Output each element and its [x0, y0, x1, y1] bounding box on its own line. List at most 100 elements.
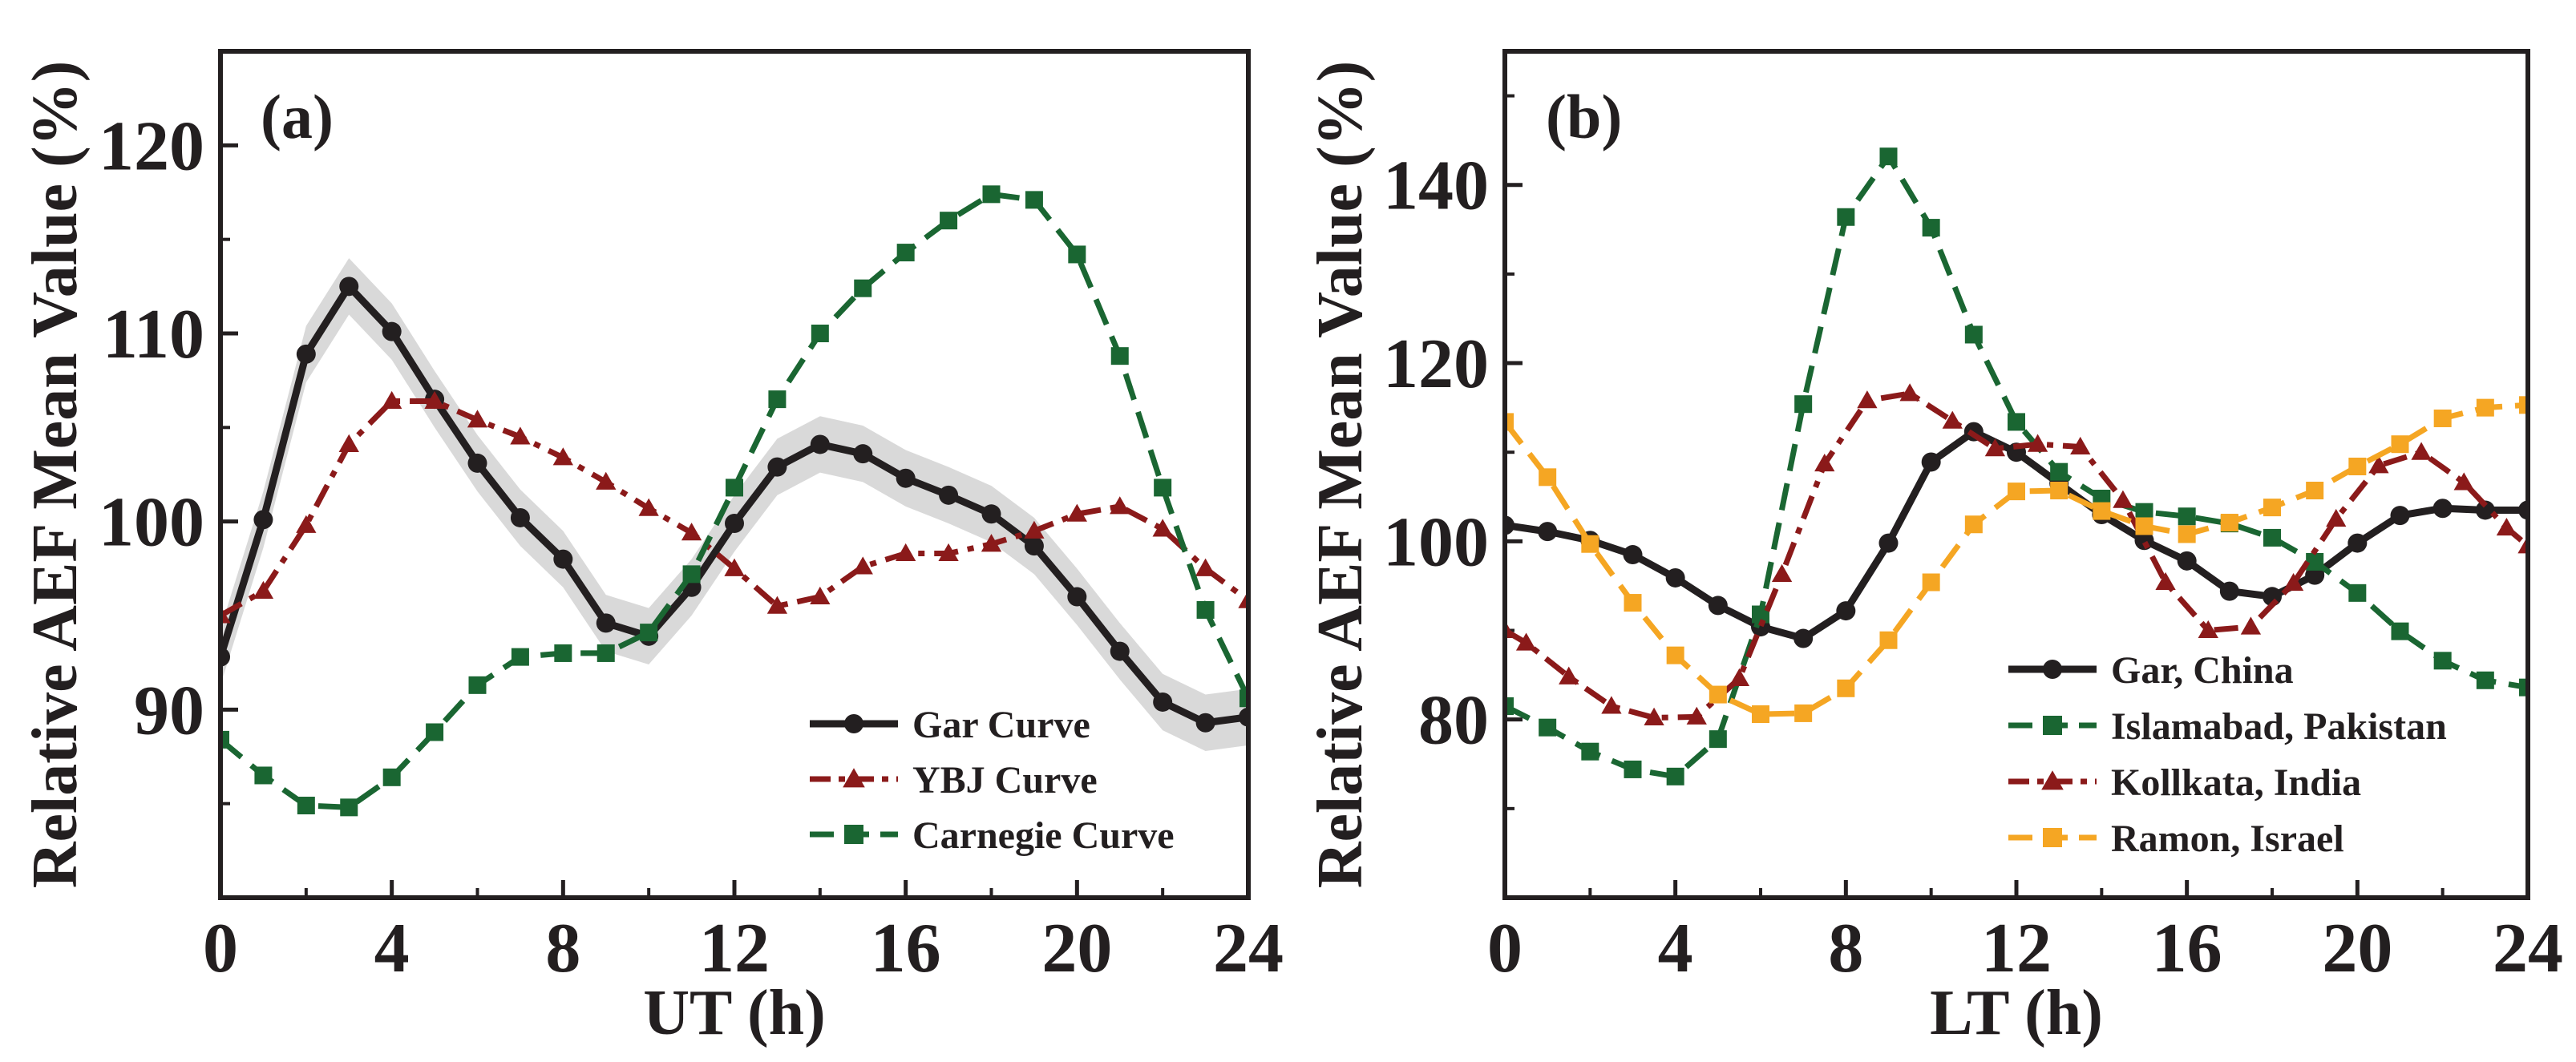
y-tick-label: 140 — [1383, 147, 1489, 225]
data-point — [467, 410, 488, 428]
x-tick-label: 4 — [1658, 910, 1693, 987]
data-point — [1771, 563, 1793, 582]
data-point — [339, 277, 359, 297]
data-point — [1195, 713, 1215, 733]
data-point — [1110, 641, 1130, 661]
data-point — [854, 279, 872, 297]
legend-label: Carnegie Curve — [912, 814, 1175, 857]
data-point — [1024, 520, 1045, 539]
data-point — [596, 613, 616, 633]
x-tick-label: 24 — [1213, 910, 1284, 987]
data-point — [2198, 620, 2218, 639]
data-point — [1984, 438, 2006, 457]
data-point — [468, 676, 487, 694]
y-tick-label: 120 — [1383, 325, 1489, 403]
data-point — [1879, 147, 1898, 166]
data-point — [1153, 692, 1173, 712]
data-point — [1110, 347, 1129, 365]
data-point — [2433, 409, 2452, 427]
data-point — [2433, 652, 2452, 670]
data-point — [596, 471, 617, 490]
data-point — [1601, 696, 1622, 714]
data-point — [1538, 522, 1558, 542]
data-point — [296, 515, 317, 533]
data-point — [382, 768, 401, 786]
data-point — [853, 444, 873, 464]
data-point — [2008, 483, 2025, 501]
data-point — [1505, 413, 1514, 431]
data-point — [682, 565, 701, 583]
data-point — [220, 605, 231, 624]
x-tick-label: 0 — [1487, 910, 1523, 987]
data-point — [725, 514, 744, 534]
data-point — [1067, 587, 1087, 607]
confidence-band — [220, 258, 1248, 751]
x-tick-label: 24 — [2493, 910, 2563, 987]
data-point — [2263, 499, 2281, 517]
data-point — [510, 426, 531, 445]
legend: Gar Curve YBJ Curve Carnegie Curve — [810, 704, 1175, 857]
data-point — [1238, 590, 1248, 608]
data-point — [938, 543, 959, 562]
plot-frame — [218, 49, 1251, 900]
data-point — [1666, 767, 1684, 785]
legend-marker — [2043, 660, 2062, 679]
data-point — [1539, 718, 1557, 737]
legend-label: Kollkata, India — [2111, 761, 2361, 804]
data-point — [1729, 668, 1750, 687]
data-point — [2519, 678, 2528, 697]
data-point — [1899, 383, 1920, 402]
data-point — [2177, 551, 2197, 571]
uncertainty-band — [220, 258, 1248, 751]
data-point — [2475, 500, 2495, 520]
y-tick-label: 100 — [99, 484, 204, 562]
x-tick-label: 20 — [1041, 910, 1112, 987]
data-point — [767, 457, 787, 477]
y-axis-title: Relative AEF Mean Value (%) — [1305, 61, 1376, 889]
legend-marker — [2041, 770, 2064, 790]
series-line — [1505, 390, 2528, 721]
data-point — [896, 244, 915, 262]
data-point — [1068, 245, 1086, 264]
x-tick-label: 4 — [374, 910, 410, 987]
data-point — [2219, 581, 2239, 601]
data-point — [1879, 631, 1898, 649]
legend-marker — [844, 714, 863, 733]
data-point — [1794, 395, 1813, 414]
x-tick-label: 20 — [2322, 910, 2392, 987]
legend-label: Ramon, Israel — [2111, 818, 2344, 860]
data-point — [1665, 567, 1685, 588]
data-point — [2050, 462, 2068, 481]
data-point — [2178, 525, 2196, 543]
data-point — [338, 434, 359, 452]
data-point — [1709, 685, 1727, 704]
data-point — [1793, 628, 1814, 648]
data-point — [2155, 571, 2176, 590]
data-point — [1857, 390, 1878, 409]
data-point — [2283, 572, 2304, 592]
x-axis-title: LT (h) — [1930, 978, 2103, 1048]
panel-a-chart: Relative AEF Mean Value (%) UT (h) 0 4 8 12… — [20, 49, 1284, 1048]
data-point — [810, 586, 831, 605]
data-point — [726, 479, 743, 497]
data-point — [896, 468, 916, 488]
series-gar-curve — [220, 277, 1248, 733]
data-point — [254, 766, 273, 785]
data-point — [2113, 490, 2133, 508]
y-tick-label: 90 — [134, 672, 204, 749]
data-point — [2432, 499, 2453, 519]
data-point — [1666, 646, 1684, 664]
data-point — [1559, 666, 1579, 684]
data-point — [2390, 506, 2410, 526]
data-point — [1152, 519, 1173, 537]
data-point — [1024, 536, 1044, 556]
data-point — [1025, 191, 1043, 209]
data-point — [811, 325, 829, 342]
data-point — [2263, 528, 2281, 547]
data-point — [1505, 620, 1515, 639]
data-point — [1752, 705, 1769, 724]
data-point — [1814, 454, 1835, 472]
data-point — [1836, 601, 1856, 621]
data-point — [2070, 436, 2091, 455]
data-point — [982, 185, 1001, 204]
